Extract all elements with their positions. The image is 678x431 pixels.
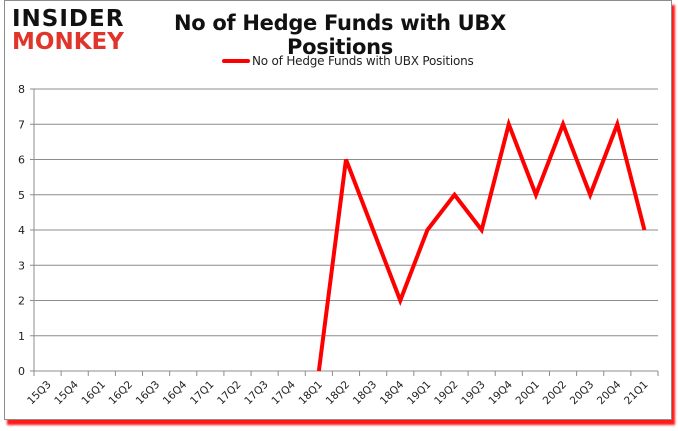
y-tick-label: 5 — [18, 189, 25, 202]
insider-monkey-logo: INSIDER MONKEY — [6, 4, 130, 55]
x-tick-label: 16Q1 — [79, 379, 108, 408]
y-tick-label: 6 — [18, 154, 25, 167]
x-tick-label: 18Q3 — [351, 379, 380, 408]
x-tick-label: 16Q3 — [134, 379, 163, 408]
series-line — [316, 117, 647, 372]
gridlines — [34, 88, 658, 337]
x-tick-label: 20Q2 — [541, 379, 570, 408]
x-tick-label: 17Q3 — [242, 379, 271, 408]
x-tick-label: 16Q4 — [161, 378, 190, 407]
x-tick-label: 17Q1 — [188, 379, 217, 408]
y-tick-label: 7 — [18, 118, 25, 131]
x-tick-label: 19Q4 — [486, 378, 515, 407]
x-tick-label: 19Q2 — [432, 379, 461, 408]
legend-label: No of Hedge Funds with UBX Positions — [252, 54, 474, 68]
y-tick-label: 8 — [18, 83, 25, 96]
legend-line-swatch-icon — [222, 59, 250, 63]
y-tick-label: 3 — [18, 259, 25, 272]
x-tick-label: 20Q4 — [595, 378, 624, 407]
x-tick-label: 18Q1 — [296, 379, 325, 408]
y-tick-label: 1 — [18, 330, 25, 343]
y-tick-label: 4 — [18, 224, 25, 237]
y-tick-label: 2 — [18, 295, 25, 308]
logo-line-1: INSIDER — [12, 6, 125, 32]
chart-legend: No of Hedge Funds with UBX Positions — [222, 53, 474, 69]
x-tick-label: 18Q4 — [378, 378, 407, 407]
x-tick-label: 16Q2 — [107, 379, 136, 408]
x-tick-label: 20Q1 — [514, 379, 543, 408]
x-axis-ticks: 15Q315Q416Q116Q216Q316Q417Q117Q217Q317Q4… — [25, 371, 659, 408]
chart-title: No of Hedge Funds with UBX Positions — [173, 11, 506, 59]
x-tick-label: 15Q3 — [25, 379, 54, 408]
x-tick-label: 17Q4 — [269, 378, 298, 407]
x-tick-label: 17Q2 — [215, 379, 244, 408]
x-tick-label: 21Q1 — [622, 379, 651, 408]
x-tick-label: 19Q3 — [459, 379, 488, 408]
x-tick-label: 19Q1 — [405, 379, 434, 408]
x-tick-label: 18Q2 — [324, 379, 353, 408]
x-tick-label: 20Q3 — [568, 379, 597, 408]
logo-line-2: MONKEY — [12, 29, 124, 55]
x-tick-label: 15Q4 — [52, 378, 81, 407]
y-axis-ticks: 0 1 2 3 4 5 6 7 8 — [18, 83, 34, 378]
y-tick-label: 0 — [18, 365, 25, 378]
